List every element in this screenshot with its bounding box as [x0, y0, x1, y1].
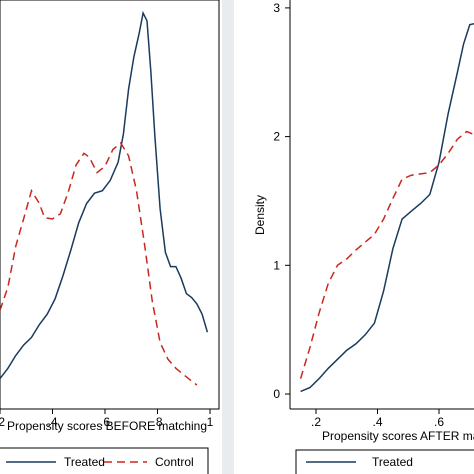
right-y-tick-label: 3	[273, 1, 280, 15]
left-x-tick-label: .6	[100, 415, 110, 429]
left-x-tick-label: 1	[207, 415, 214, 429]
left-x-axis: .2 .4 .6 .8 1	[0, 409, 214, 429]
legend-control-label: Control	[155, 455, 194, 469]
right-y-axis: 0 1 2 3	[273, 0, 291, 409]
right-x-tick-label: .4	[372, 415, 382, 429]
left-x-axis-label: Propensity scores BEFORE matching	[7, 419, 207, 433]
right-y-tick-label: 2	[273, 130, 280, 144]
left-x-tick-label: .8	[152, 415, 162, 429]
right-y-tick-label: 0	[273, 387, 280, 401]
panel-separator	[222, 0, 234, 474]
left-panel	[0, 0, 222, 474]
right-y-tick-label: 1	[273, 258, 280, 272]
legend: Treated Control Treated	[0, 447, 474, 474]
legend-treated-label-right: Treated	[372, 455, 413, 469]
legend-treated-label: Treated	[64, 455, 105, 469]
left-plot: .2 .4 .6 .8 1 Propensity scores BEFORE match…	[0, 0, 220, 433]
right-treated-line	[300, 22, 474, 393]
right-x-tick-label: .6	[434, 415, 444, 429]
left-x-tick-label: .2	[0, 415, 5, 429]
right-x-tick-label: .2	[311, 415, 321, 429]
right-x-axis: .2 .4 .6	[290, 408, 474, 429]
right-x-axis-label: Propensity scores AFTER matching	[322, 429, 474, 443]
right-y-axis-label: Density	[253, 195, 267, 235]
left-control-line	[0, 141, 198, 386]
left-treated-line	[0, 10, 209, 380]
left-legend-box	[0, 447, 209, 474]
right-panel	[234, 0, 474, 474]
left-plot-frame	[0, 0, 220, 410]
right-plot: .2 .4 .6 0 1 2 3 Propensity scores AFTER matc…	[253, 0, 474, 443]
left-x-tick-label: .4	[47, 415, 57, 429]
right-control-line	[299, 130, 474, 379]
